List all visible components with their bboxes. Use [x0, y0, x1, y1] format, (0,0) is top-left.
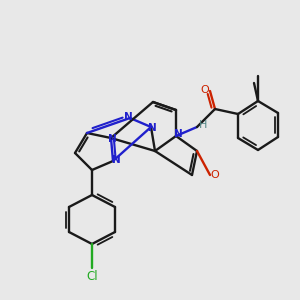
Text: N: N: [174, 129, 182, 139]
Text: H: H: [199, 120, 207, 130]
Text: Cl: Cl: [86, 269, 98, 283]
Text: N: N: [148, 123, 156, 133]
Text: O: O: [201, 85, 209, 95]
Text: N: N: [108, 134, 116, 144]
Text: N: N: [124, 112, 132, 122]
Text: N: N: [112, 155, 120, 165]
Text: O: O: [211, 170, 219, 180]
